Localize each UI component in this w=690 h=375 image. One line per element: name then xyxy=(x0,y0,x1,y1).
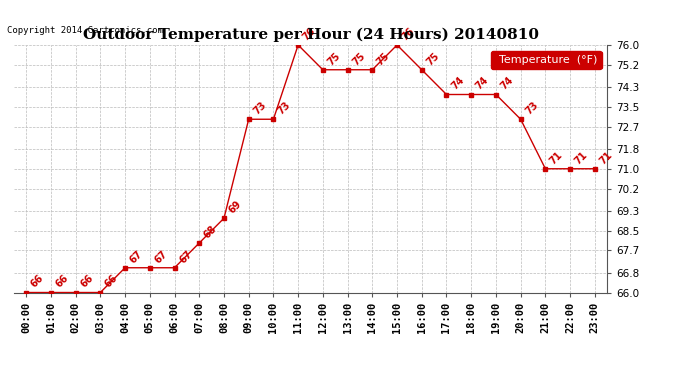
Text: 74: 74 xyxy=(499,75,515,92)
Text: 73: 73 xyxy=(524,100,540,117)
Text: 66: 66 xyxy=(103,273,120,290)
Text: 75: 75 xyxy=(351,50,367,67)
Text: 66: 66 xyxy=(79,273,95,290)
Text: 71: 71 xyxy=(573,149,589,166)
Text: 71: 71 xyxy=(548,149,565,166)
Text: 75: 75 xyxy=(424,50,441,67)
Text: 66: 66 xyxy=(54,273,70,290)
Text: 69: 69 xyxy=(227,199,244,216)
Text: 67: 67 xyxy=(177,248,194,265)
Text: 76: 76 xyxy=(400,26,417,42)
Legend: Temperature  (°F): Temperature (°F) xyxy=(491,51,602,69)
Text: 76: 76 xyxy=(301,26,317,42)
Text: 73: 73 xyxy=(276,100,293,117)
Text: 67: 67 xyxy=(128,248,144,265)
Text: 67: 67 xyxy=(152,248,169,265)
Text: 75: 75 xyxy=(326,50,342,67)
Text: 73: 73 xyxy=(251,100,268,117)
Text: Copyright 2014 Cartronics.com: Copyright 2014 Cartronics.com xyxy=(7,26,163,35)
Title: Outdoor Temperature per Hour (24 Hours) 20140810: Outdoor Temperature per Hour (24 Hours) … xyxy=(83,28,538,42)
Text: 66: 66 xyxy=(29,273,46,290)
Text: 68: 68 xyxy=(202,224,219,240)
Text: 74: 74 xyxy=(449,75,466,92)
Text: 71: 71 xyxy=(598,149,614,166)
Text: 74: 74 xyxy=(474,75,491,92)
Text: 75: 75 xyxy=(375,50,392,67)
